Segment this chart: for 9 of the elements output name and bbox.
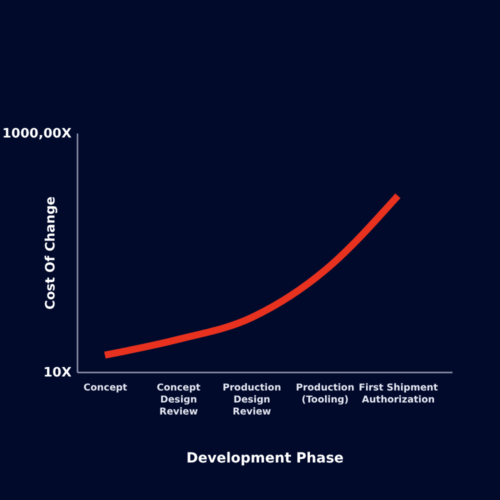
x-tick-label: Concept Design Review [156, 382, 201, 418]
x-tick-label: First Shipment Authorization [358, 382, 438, 406]
x-tick-label: Concept [84, 382, 128, 394]
y-tick-label: 1000,00X [2, 126, 72, 142]
y-tick-label: 10X [43, 366, 72, 380]
x-tick-label: Production (Tooling) [296, 382, 355, 406]
x-tick-label: Production Design Review [222, 382, 282, 418]
y-axis-title: Cost Of Change [44, 196, 58, 310]
x-axis-title: Development Phase [186, 450, 344, 466]
